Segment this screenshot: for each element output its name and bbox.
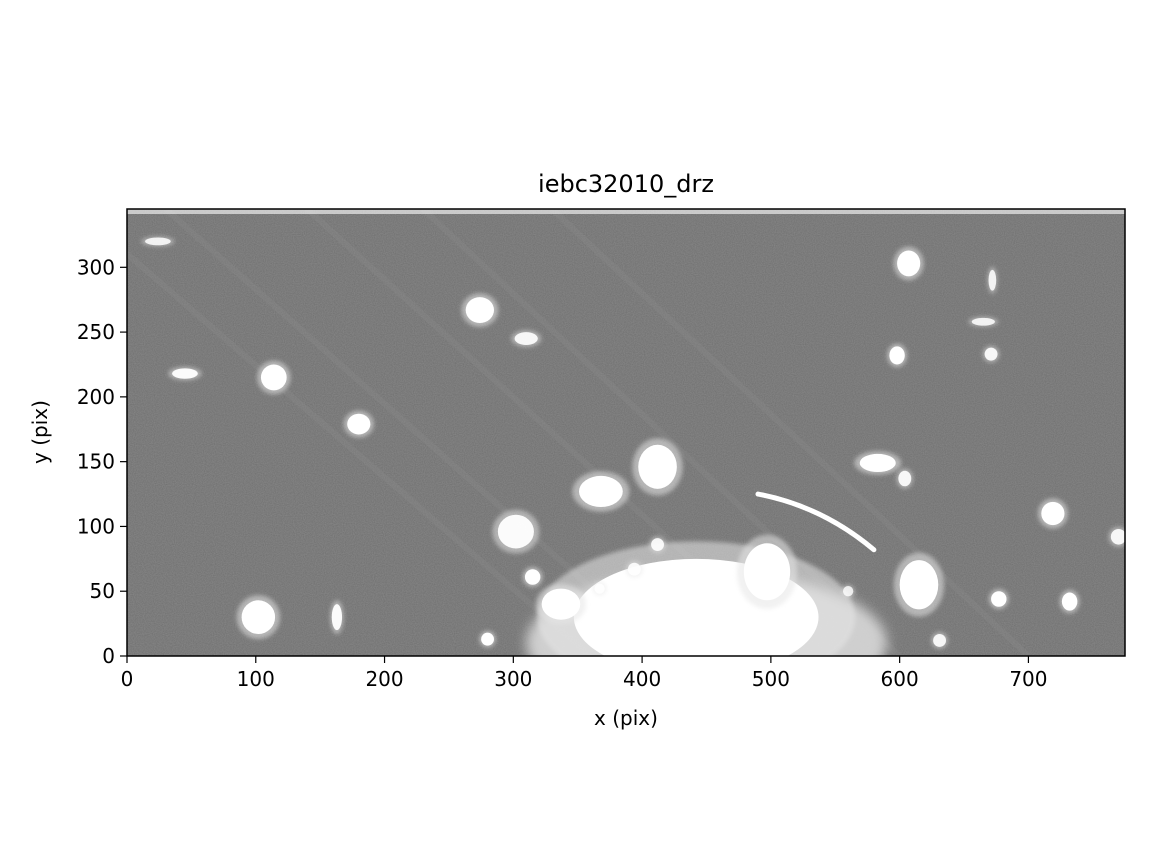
x-tick-label: 400	[623, 667, 661, 691]
source	[743, 543, 791, 601]
x-tick-label: 500	[752, 667, 790, 691]
plot-frame	[126, 208, 1126, 657]
source	[651, 538, 664, 552]
x-tick-label: 300	[494, 667, 532, 691]
source	[145, 237, 171, 246]
chart-title: iebc32010_drz	[538, 170, 714, 198]
sources	[141, 236, 1125, 656]
source	[331, 604, 343, 631]
source	[260, 364, 287, 391]
source	[514, 332, 538, 346]
source	[1110, 529, 1125, 545]
source	[627, 562, 641, 576]
y-axis: 0 50 100 150 200 250 300	[77, 255, 127, 668]
source	[524, 569, 541, 585]
source	[465, 297, 495, 324]
source	[933, 633, 947, 647]
x-tick-label: 200	[365, 667, 403, 691]
y-axis-label: y (pix)	[28, 400, 52, 464]
source	[1061, 592, 1078, 611]
source	[578, 475, 623, 507]
image-area	[127, 209, 1125, 656]
y-tick-label: 50	[90, 579, 115, 603]
source	[594, 583, 605, 594]
x-axis-label: x (pix)	[594, 706, 658, 730]
source	[899, 560, 939, 610]
y-tick-label: 200	[77, 385, 115, 409]
source	[889, 346, 905, 365]
x-axis: 0 100 200 300 400 500 600 700	[121, 656, 1048, 691]
top-edge-noise	[127, 209, 1125, 214]
source	[897, 250, 921, 277]
y-tick-label: 0	[102, 644, 115, 668]
source	[988, 269, 997, 291]
x-tick-label: 100	[237, 667, 275, 691]
source	[241, 600, 276, 634]
source	[1041, 501, 1065, 526]
source	[497, 514, 534, 549]
source	[638, 444, 677, 489]
y-tick-label: 250	[77, 320, 115, 344]
x-tick-label: 600	[881, 667, 919, 691]
streak	[127, 249, 593, 656]
x-tick-label: 0	[121, 667, 134, 691]
x-tick-label: 700	[1009, 667, 1047, 691]
source	[991, 591, 1007, 607]
source	[172, 368, 198, 379]
source	[541, 588, 581, 620]
source	[842, 586, 854, 597]
y-tick-label: 150	[77, 450, 115, 474]
source	[984, 347, 998, 361]
source	[898, 470, 912, 487]
y-tick-label: 100	[77, 514, 115, 538]
arc	[755, 491, 877, 553]
source	[971, 317, 995, 326]
y-tick-label: 300	[77, 255, 115, 279]
source	[347, 413, 371, 435]
streak	[549, 209, 1031, 656]
source	[859, 453, 896, 473]
source	[481, 632, 495, 646]
